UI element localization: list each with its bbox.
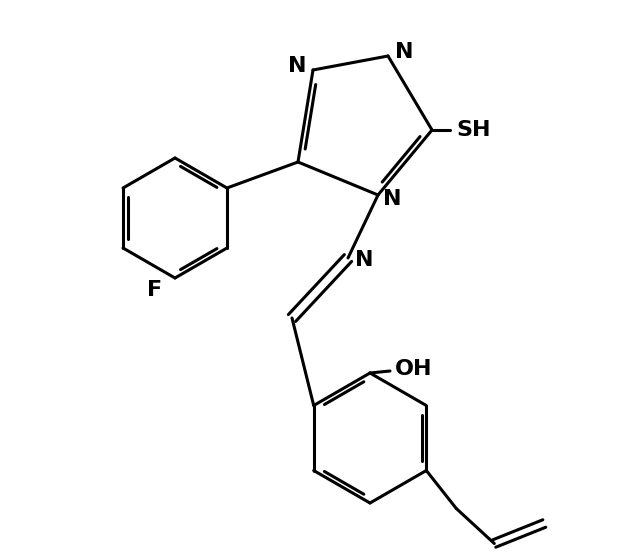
Text: F: F xyxy=(147,280,163,300)
Text: N: N xyxy=(383,189,401,209)
Text: N: N xyxy=(288,56,307,76)
Text: N: N xyxy=(355,250,373,270)
Text: N: N xyxy=(395,42,413,62)
Text: OH: OH xyxy=(396,359,433,379)
Text: SH: SH xyxy=(457,120,492,140)
